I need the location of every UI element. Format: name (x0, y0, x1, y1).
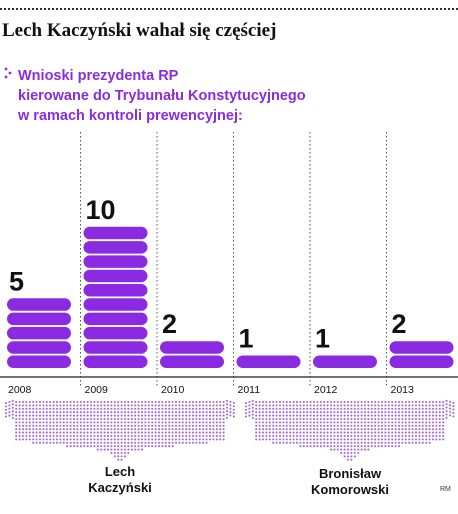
bar-segment-2009 (83, 284, 148, 297)
bar-segment-2013 (389, 341, 454, 354)
tick-label-2008: 2008 (8, 384, 32, 396)
group-label-kaczynski: Lech Kaczyński (80, 464, 160, 496)
bar-segment-2009 (83, 355, 148, 368)
bar-segment-2009 (83, 298, 148, 311)
bar-segment-2009 (83, 255, 148, 268)
subtitle-line-1: Wnioski prezydenta RP (18, 68, 179, 84)
bar-segment-2010 (160, 341, 224, 354)
bar-segment-2008 (7, 355, 71, 368)
group-label-line: Lech (104, 464, 136, 479)
bar-segment-2011 (236, 355, 301, 368)
bar-segment-2009 (83, 226, 148, 240)
komorowski-brace (244, 399, 455, 461)
group-label-line: Komorowski (310, 482, 389, 497)
bar-segment-2008 (7, 298, 71, 311)
group-label-line: Kaczyński (88, 480, 152, 495)
data-label-2010: 2 (162, 309, 177, 339)
bar-segment-2012 (313, 355, 377, 368)
bar-segment-2013 (389, 355, 454, 368)
kaczynski-brace (4, 399, 235, 461)
subtitle-line-3: w ramach kontroli prewencyjnej: (18, 108, 243, 124)
bar-segment-2009 (83, 341, 148, 354)
data-label-2008: 5 (9, 266, 24, 296)
tick-label-2013: 2013 (391, 384, 415, 396)
subtitle-line-2: kierowane do Trybunału Konstytucyjnego (18, 88, 306, 104)
bar-segment-2008 (7, 326, 71, 340)
bar-segment-2008 (7, 312, 71, 326)
tick-label-2011: 2011 (238, 384, 261, 396)
tick-label-2009: 2009 (85, 384, 109, 396)
tick-label-2010: 2010 (161, 384, 185, 396)
data-label-2009: 10 (86, 195, 116, 225)
bar-segment-2009 (83, 312, 148, 326)
bar-segment-2008 (7, 341, 71, 354)
tick-label-2012: 2012 (314, 384, 338, 396)
top-dotted-rule (0, 8, 458, 10)
group-label-line: Bronisław (318, 466, 382, 481)
bar-segment-2009 (83, 241, 148, 254)
data-label-2013: 2 (392, 309, 407, 339)
author-credit: RM (440, 486, 451, 493)
chart-title: Lech Kaczyński wahał się częściej (2, 20, 277, 41)
bar-segment-2010 (160, 355, 224, 368)
group-label-komorowski: Bronisław Komorowski (300, 466, 400, 498)
dotted-arrow-icon (4, 67, 12, 79)
bar-segment-2009 (83, 326, 148, 340)
data-label-2012: 1 (315, 324, 330, 354)
data-label-2011: 1 (239, 324, 254, 354)
bar-segment-2009 (83, 269, 148, 283)
